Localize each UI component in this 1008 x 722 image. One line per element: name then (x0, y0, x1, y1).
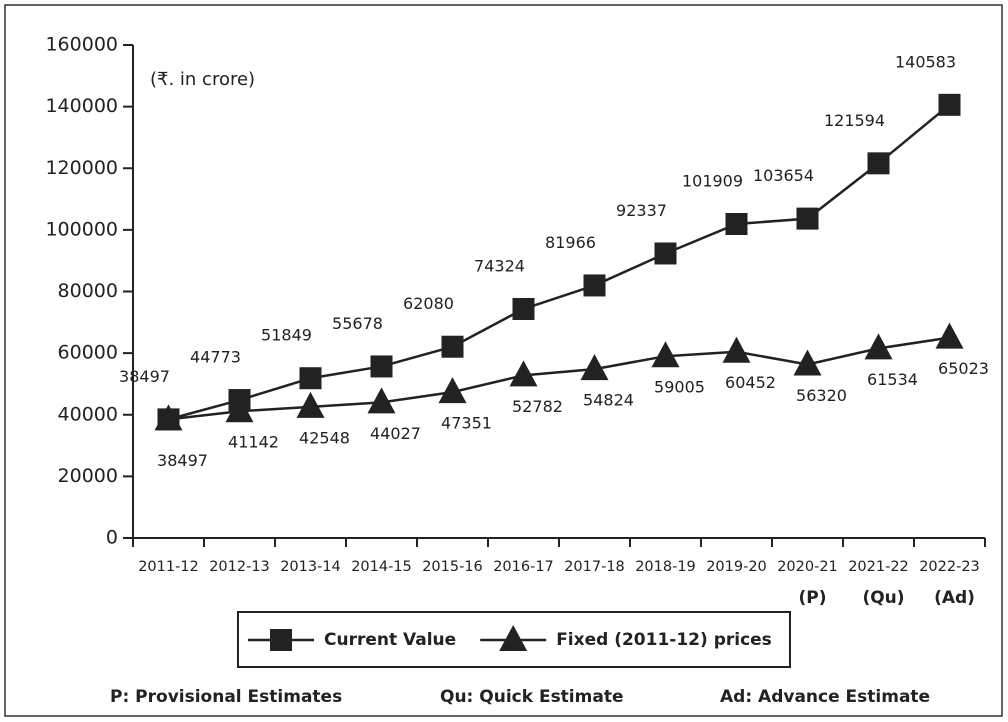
footnote: Qu: Quick Estimate (440, 687, 623, 707)
x-tick-label: 2014-15 (351, 559, 412, 575)
data-label: 44773 (190, 348, 241, 367)
data-label: 103654 (753, 166, 814, 185)
data-label: 38497 (119, 367, 170, 386)
data-label: 41142 (228, 433, 279, 452)
point-marker (867, 152, 890, 175)
x-tick-label: 2011-12 (138, 559, 199, 575)
point-marker (722, 336, 751, 363)
footnote: P: Provisional Estimates (110, 687, 342, 707)
data-label: 62080 (403, 294, 454, 313)
data-label: 61534 (867, 370, 918, 389)
data-label: 140583 (895, 52, 956, 71)
point-marker (441, 335, 464, 358)
x-tick-note: (Ad) (934, 588, 975, 608)
point-marker (512, 297, 535, 320)
point-marker (509, 360, 538, 387)
series-line (168, 103, 951, 421)
x-tick-label: 2022-23 (919, 559, 980, 575)
x-tick-label: 2016-17 (493, 559, 554, 575)
x-tick-label: 2021-22 (848, 559, 909, 575)
y-tick-label: 0 (106, 527, 118, 549)
y-tick-label: 80000 (58, 280, 118, 302)
data-label: 47351 (441, 414, 492, 433)
data-label: 59005 (654, 378, 705, 397)
x-tick-label: 2019-20 (706, 559, 767, 575)
x-tick-label: 2017-18 (564, 559, 625, 575)
point-marker (938, 93, 961, 116)
data-label: 51849 (261, 326, 312, 345)
legend-label: Fixed (2011-12) prices (556, 630, 772, 650)
point-marker (438, 377, 467, 404)
point-marker (580, 354, 609, 381)
point-marker (793, 349, 822, 376)
data-label: 92337 (616, 201, 667, 220)
y-tick-label: 60000 (58, 342, 118, 364)
y-tick-label: 40000 (58, 403, 118, 425)
point-marker (367, 387, 396, 414)
data-label: 52782 (512, 397, 563, 416)
point-marker (796, 207, 819, 230)
annotation: (₹. in crore) (150, 69, 255, 90)
data-label: 60452 (725, 373, 776, 392)
data-label: 38497 (157, 451, 208, 470)
point-marker (651, 341, 680, 368)
point-marker (296, 391, 325, 418)
data-label: 42548 (299, 428, 350, 447)
legend-marker (270, 629, 292, 651)
x-tick-note: (P) (799, 588, 827, 608)
point-marker (583, 274, 606, 297)
point-marker (154, 404, 183, 431)
point-marker (654, 242, 677, 265)
point-marker (935, 322, 964, 349)
data-label: 56320 (796, 386, 847, 405)
data-label: 121594 (824, 111, 885, 130)
x-tick-label: 2020-21 (777, 559, 838, 575)
y-tick-label: 120000 (45, 157, 118, 179)
x-tick-label: 2015-16 (422, 559, 483, 575)
x-tick-label: 2012-13 (209, 559, 270, 575)
x-tick-note: (Qu) (862, 588, 904, 608)
point-marker (299, 367, 322, 390)
point-marker (225, 396, 254, 423)
data-label: 81966 (545, 233, 596, 252)
y-tick-label: 160000 (45, 34, 118, 56)
point-marker (864, 333, 893, 360)
y-tick-label: 100000 (45, 218, 118, 240)
data-label: 74324 (474, 256, 525, 275)
data-label: 55678 (332, 314, 383, 333)
data-label: 44027 (370, 424, 421, 443)
legend-marker (499, 625, 528, 651)
x-tick-label: 2013-14 (280, 559, 341, 575)
footnote: Ad: Advance Estimate (720, 687, 930, 707)
y-tick-label: 140000 (45, 95, 118, 117)
data-label: 101909 (682, 171, 743, 190)
legend-label: Current Value (324, 630, 456, 650)
x-tick-label: 2018-19 (635, 559, 696, 575)
point-marker (370, 355, 393, 378)
data-label: 65023 (938, 359, 989, 378)
data-label: 54824 (583, 391, 634, 410)
series-line (168, 336, 950, 421)
frame (4, 4, 1003, 717)
point-marker (725, 212, 748, 235)
y-tick-label: 20000 (58, 465, 118, 487)
